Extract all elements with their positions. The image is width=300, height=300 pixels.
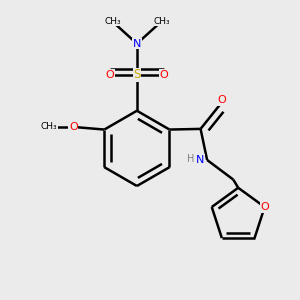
Text: H: H xyxy=(187,154,194,164)
Text: O: O xyxy=(159,70,168,80)
Text: CH₃: CH₃ xyxy=(104,17,121,26)
Text: O: O xyxy=(69,122,78,132)
Text: S: S xyxy=(133,68,141,81)
Text: O: O xyxy=(106,70,115,80)
Text: N: N xyxy=(133,39,141,49)
Text: CH₃: CH₃ xyxy=(153,17,170,26)
Text: N: N xyxy=(196,155,204,165)
Text: O: O xyxy=(218,95,226,105)
Text: O: O xyxy=(260,202,269,212)
Text: CH₃: CH₃ xyxy=(40,122,57,131)
